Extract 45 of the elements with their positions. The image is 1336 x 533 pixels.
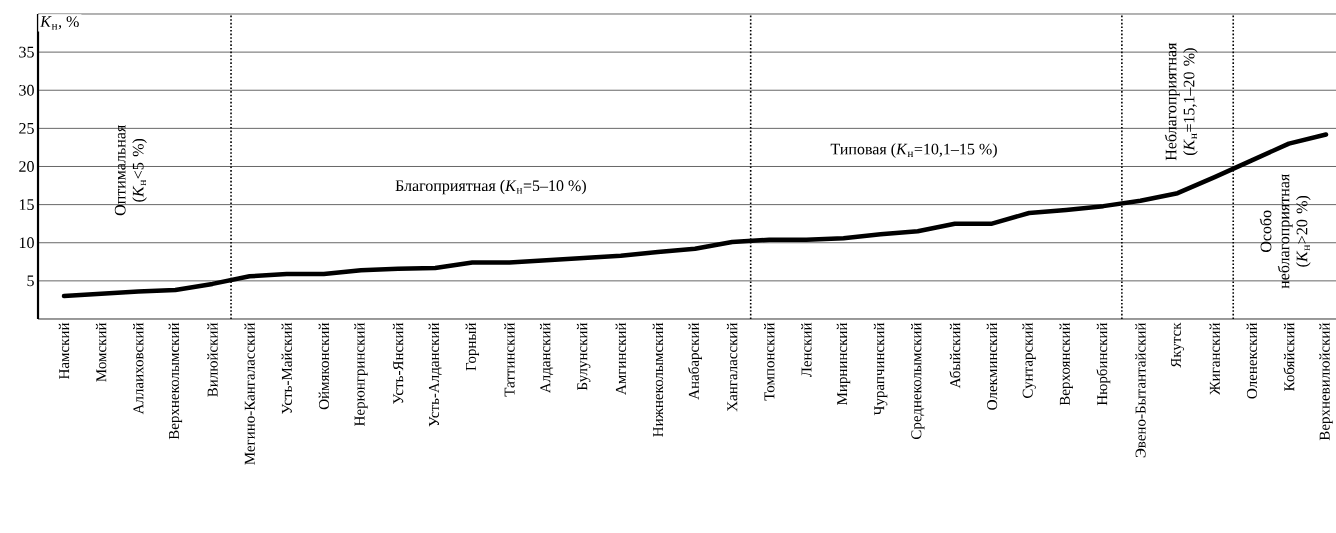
y-tick-label: 15 [19, 199, 34, 210]
x-tick-label: Жиганский [1209, 322, 1220, 395]
x-tick-label: Оймяконский [318, 322, 330, 410]
y-tick-label: 5 [27, 275, 34, 287]
x-tick-label: Ленский [801, 322, 812, 378]
x-tick-label: Верхнеколымский [168, 322, 183, 440]
x-tick-label: Томпонский [764, 322, 775, 401]
x-tick-label: Момский [95, 322, 107, 382]
x-tick-label: Нюрбинский [1096, 322, 1111, 406]
y-tick-label: 35 [19, 46, 34, 58]
y-axis-title: K$_{н}$, % [40, 16, 79, 30]
x-tick-label: Абыйский [949, 322, 961, 389]
x-tick-label: Таттинский [504, 322, 515, 397]
x-tick-label: Мирнинский [836, 322, 851, 406]
y-tick-label: 20 [19, 161, 34, 172]
x-tick-label: Чурапчинский [873, 322, 888, 416]
x-tick-label: Верхневилюйский [1319, 322, 1333, 441]
annotation: Благоприятная (K$_{н}$=5–10 %) [395, 179, 586, 195]
x-tick-label: Кобяйский [1283, 322, 1295, 392]
x-tick-label: Среднеколымский [910, 322, 925, 440]
x-tick-label: Сунтарский [1022, 322, 1036, 398]
x-tick-label: Усть-Янский [392, 322, 404, 404]
x-tick-label: Горный [465, 322, 480, 371]
y-tick-label: 30 [19, 84, 34, 96]
x-tick-label: Якутск [1171, 322, 1185, 368]
x-tick-label: Намский [58, 322, 70, 380]
x-tick-label: Нерюнгринский [354, 322, 368, 426]
y-tick-label: 10 [19, 237, 34, 249]
x-tick-label: Хангаласский [726, 322, 738, 412]
x-tick-label: Мегино-Кангаласский [244, 322, 255, 465]
x-tick-label: Амгинский [615, 322, 626, 395]
x-tick-label: Алданский [539, 322, 554, 393]
x-tick-label: Олекминский [986, 322, 998, 410]
x-tick-label: Усть-Майский [281, 322, 292, 414]
x-tick-label: Аллаиховский [133, 322, 144, 415]
x-tick-label: Эвено-Бытантайский [1135, 322, 1146, 458]
x-tick-label: Оленекский [1246, 322, 1257, 399]
x-tick-label: Анабарский [688, 322, 702, 400]
x-tick-label: Верхоянский [1059, 322, 1073, 406]
x-tick-label: Нижнеколымский [652, 322, 664, 437]
annotation: Типовая (K$_{н}$=10,1–15 %) [830, 143, 997, 158]
x-tick-label: Булунский [576, 322, 591, 391]
x-tick-label: Вилюйский [207, 322, 218, 397]
x-tick-label: Усть-Алданский [428, 322, 442, 427]
y-tick-label: 25 [19, 122, 34, 134]
